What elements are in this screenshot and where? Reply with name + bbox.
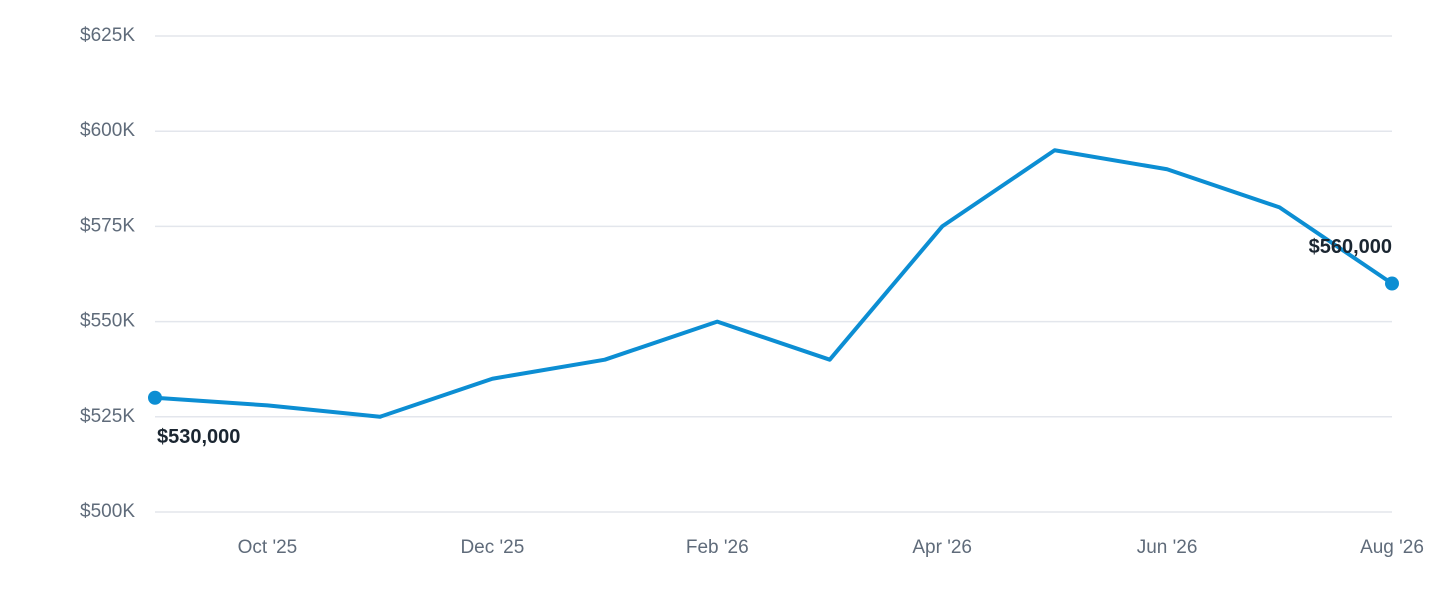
line [154, 148, 1394, 419]
x-tick-label: Jun '26 [1137, 537, 1198, 558]
x-tick-label: Aug '26 [1360, 537, 1424, 558]
value-label: $530,000 [157, 426, 240, 448]
y-tick-label: $525K [80, 406, 135, 427]
x-tick-label: Feb '26 [686, 537, 749, 558]
y-tick-label: $500K [80, 501, 135, 522]
value-label: $560,000 [1309, 236, 1392, 258]
point [1385, 276, 1399, 291]
y-tick-label: $625K [80, 25, 135, 46]
y-tick-label: $575K [80, 215, 135, 236]
x-tick-label: Oct '25 [238, 537, 298, 558]
point [148, 390, 162, 405]
x-tick-label: Apr '26 [912, 537, 972, 558]
x-tick-label: Dec '25 [460, 537, 524, 558]
y-tick-label: $600K [80, 120, 135, 141]
y-tick-label: $550K [80, 311, 135, 332]
